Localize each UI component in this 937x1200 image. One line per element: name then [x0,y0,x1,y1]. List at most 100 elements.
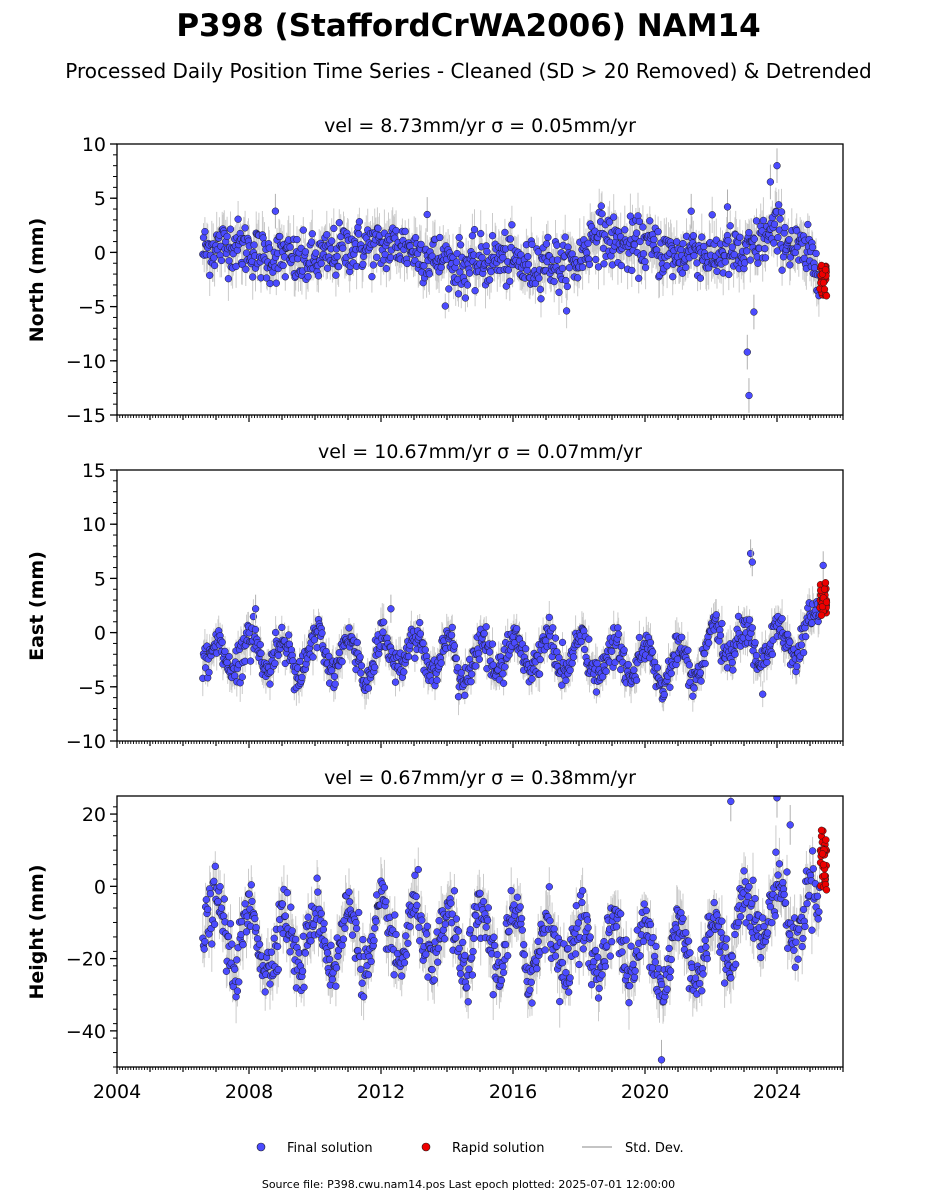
final-point [710,898,718,907]
final-point [413,901,421,909]
final-point [437,263,445,272]
final-point [546,917,554,925]
final-point [804,220,812,229]
final-point [555,654,563,662]
final-point [226,920,235,928]
final-point [724,237,732,245]
final-point [318,629,326,637]
final-point [359,935,367,944]
final-point [379,628,387,636]
final-point [580,645,589,654]
final-point [208,940,216,948]
final-point [575,960,583,969]
final-point [759,690,767,698]
final-point [639,250,648,258]
final-point [808,243,817,251]
final-point [346,898,354,906]
final-point [768,919,776,927]
final-point [355,230,363,238]
final-point [301,248,310,256]
final-point [461,294,470,302]
rapid-point [821,579,830,587]
final-point [505,927,513,936]
final-point [448,910,456,918]
final-point [646,217,654,225]
rapid-point [820,285,829,293]
final-point [578,263,587,271]
panel-north: vel = 8.73mm/yr σ = 0.05mm/yr North (mm)… [26,115,844,427]
final-point [262,274,271,282]
final-point [436,233,444,242]
axes-frame-east [116,469,844,742]
final-point [333,252,341,261]
final-point [562,307,571,315]
final-point [612,923,621,931]
final-point [718,917,726,925]
final-point [488,232,497,240]
figure-title: P398 (StaffordCrWA2006) NAM14 [176,8,760,44]
final-point [533,965,541,973]
final-point [689,692,697,700]
final-point [371,924,379,932]
y-tick-label: 20 [82,804,106,826]
final-point [420,262,428,270]
final-point [598,210,606,218]
final-point [732,960,740,968]
final-point [799,905,808,914]
final-point [425,270,434,278]
final-point [568,659,576,667]
final-point [592,946,600,955]
final-point [465,269,474,277]
final-point [524,260,533,269]
final-point [241,900,249,908]
final-point [808,926,816,934]
final-point [773,796,781,802]
final-point [759,914,767,922]
final-point [332,964,341,972]
final-point [556,997,564,1006]
final-point [382,264,391,273]
final-point [499,679,508,687]
final-point [461,691,469,699]
final-point [803,899,811,908]
final-point [686,949,694,957]
final-point [728,952,736,961]
final-point [781,223,789,232]
final-point [793,227,801,235]
final-point [233,987,242,995]
final-point [535,670,544,678]
final-point [414,865,422,874]
final-point [501,228,509,237]
final-point [266,680,274,688]
final-point [328,666,336,674]
final-point [663,262,671,270]
legend-final-label: Final solution [287,1141,373,1156]
final-point [211,862,219,870]
final-point [673,655,682,663]
final-point [731,650,739,658]
final-point [654,228,662,236]
final-point [551,634,560,642]
final-point [250,241,258,249]
final-point [267,948,276,956]
final-point [657,980,666,989]
final-point [486,648,494,656]
final-point [542,240,551,248]
final-point [482,923,490,931]
final-point [808,619,816,627]
final-point [535,274,543,282]
final-point [562,968,570,977]
final-point [578,898,586,907]
final-point [636,952,644,960]
final-point [471,287,479,295]
final-point [814,915,822,923]
final-point [657,1056,666,1064]
final-point [745,228,753,237]
final-point [403,259,411,268]
final-point [233,956,241,964]
final-point [210,261,219,270]
final-point [287,903,295,911]
final-point [585,635,593,643]
final-point [793,662,801,670]
final-point [740,867,748,875]
